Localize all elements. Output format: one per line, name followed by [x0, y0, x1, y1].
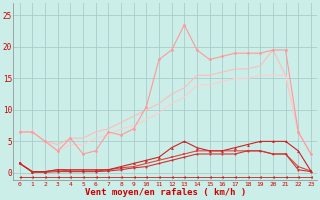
X-axis label: Vent moyen/en rafales ( km/h ): Vent moyen/en rafales ( km/h ) [85, 188, 246, 197]
